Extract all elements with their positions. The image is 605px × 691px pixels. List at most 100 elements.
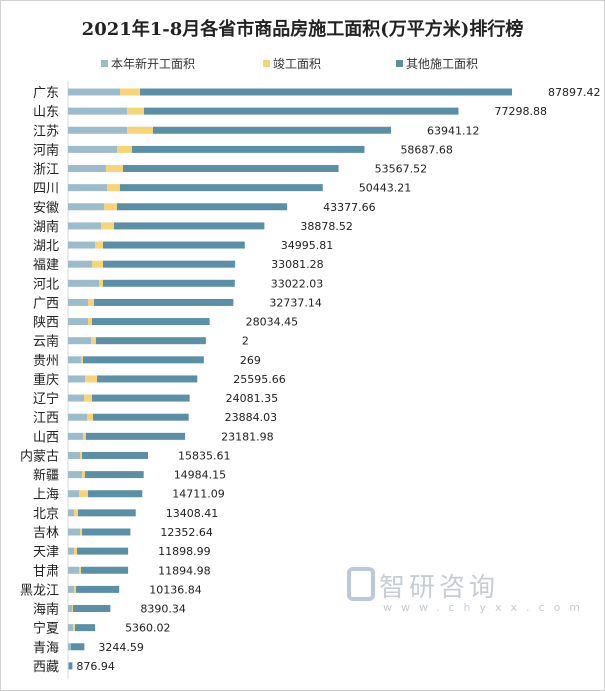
bar-other [113, 222, 265, 230]
category-label: 北京 [33, 507, 59, 522]
bar-completed [99, 279, 104, 287]
bar-new-start [68, 88, 121, 96]
category-label: 浙江 [33, 163, 59, 178]
bar-other [91, 318, 210, 326]
value-label: 8390.34 [140, 603, 186, 616]
bar-new-start [68, 605, 72, 613]
bar-other [82, 451, 148, 459]
category-label: 青海 [33, 641, 59, 656]
value-label: 3244.59 [98, 641, 143, 654]
bar-other [144, 107, 459, 115]
value-label: 15835.61 [178, 449, 231, 462]
category-label: 河北 [33, 277, 59, 292]
bar-other [91, 394, 190, 402]
value-label: 77298.88 [494, 105, 547, 118]
bar-other [83, 356, 204, 364]
value-label: 876.94 [76, 660, 115, 673]
bar-new-start [68, 624, 74, 632]
value-label: 5360.02 [125, 622, 171, 635]
value-label: 14711.09 [172, 488, 225, 501]
value-label: 50443.21 [359, 182, 412, 195]
bar-new-start [68, 107, 127, 115]
bar-other [69, 662, 73, 670]
category-label: 福建 [33, 258, 59, 273]
bar-new-start [68, 203, 105, 211]
value-label: 25595.66 [233, 373, 286, 386]
value-label: 63941.12 [427, 124, 480, 137]
bar-new-start [68, 298, 89, 306]
bar-completed [90, 337, 96, 345]
category-label: 甘肃 [33, 564, 59, 579]
bar-other [119, 184, 323, 192]
category-label: 天津 [33, 545, 59, 560]
bar-new-start [68, 585, 75, 593]
value-label: 13408.41 [166, 507, 219, 520]
bar-new-start [68, 413, 87, 421]
bar-new-start [68, 432, 84, 440]
bar-completed [73, 624, 76, 632]
value-label: 12352.64 [160, 526, 213, 539]
value-label: 269 [240, 354, 261, 367]
bar-other [70, 643, 85, 651]
bar-other [73, 605, 111, 613]
legend-item-new-start: 本年新开工面积 [101, 55, 195, 72]
value-label: 38878.52 [300, 220, 353, 233]
category-label: 黑龙江 [20, 583, 59, 598]
bar-completed [126, 126, 154, 134]
bar-completed [79, 566, 82, 574]
bar-other [95, 337, 206, 345]
watermark-logo [347, 567, 375, 601]
bar-other [103, 241, 245, 249]
value-label: 33022.03 [271, 277, 324, 290]
value-label: 10136.84 [149, 583, 202, 596]
bar-completed [84, 394, 92, 402]
value-label: 53567.52 [375, 163, 428, 176]
category-label: 河南 [33, 142, 59, 158]
bar-new-start [68, 662, 70, 670]
bar-new-start [68, 509, 75, 517]
value-label: 23884.03 [225, 411, 278, 424]
watermark-text: 智研咨询 [379, 573, 500, 603]
bar-new-start [68, 260, 92, 268]
bar-completed [116, 145, 133, 153]
bar-other [132, 145, 365, 153]
category-label: 海南 [33, 602, 59, 618]
category-label: 安徽 [33, 201, 59, 216]
bar-other [84, 471, 144, 479]
legend-label: 其他施工面积 [406, 57, 479, 71]
bar-completed [104, 203, 117, 211]
bar-new-start [68, 279, 100, 287]
bar-completed [85, 375, 98, 383]
bar-new-start [68, 318, 89, 326]
bar-completed [83, 432, 86, 440]
bar-completed [74, 509, 79, 517]
bar-completed [80, 528, 83, 536]
category-label: 新疆 [33, 468, 59, 484]
value-label: 33081.28 [271, 258, 324, 271]
value-label: 34995.81 [281, 239, 334, 252]
bar-completed [80, 356, 84, 364]
bar-new-start [68, 490, 80, 498]
bar-other [140, 88, 512, 96]
value-label: 11898.99 [158, 545, 211, 558]
value-label: 11894.98 [158, 564, 211, 577]
bar-other [82, 528, 131, 536]
chart-title: 2021年1-8月各省市商品房施工面积(万平方米)排行榜 [81, 19, 524, 40]
legend-label: 竣工面积 [273, 57, 322, 71]
bar-new-start [68, 643, 71, 651]
bar-completed [86, 413, 94, 421]
bar-completed [88, 298, 95, 306]
category-label: 山东 [33, 105, 59, 120]
bar-new-start [68, 165, 106, 173]
bar-other [78, 509, 136, 517]
bar-completed [71, 605, 74, 613]
bar-new-start [68, 547, 75, 555]
bar-completed [74, 547, 77, 555]
bar-completed [120, 88, 141, 96]
bar-new-start [68, 241, 96, 249]
value-label: 28034.45 [246, 316, 299, 329]
bar-other [93, 413, 189, 421]
value-label: 32737.14 [269, 296, 322, 309]
